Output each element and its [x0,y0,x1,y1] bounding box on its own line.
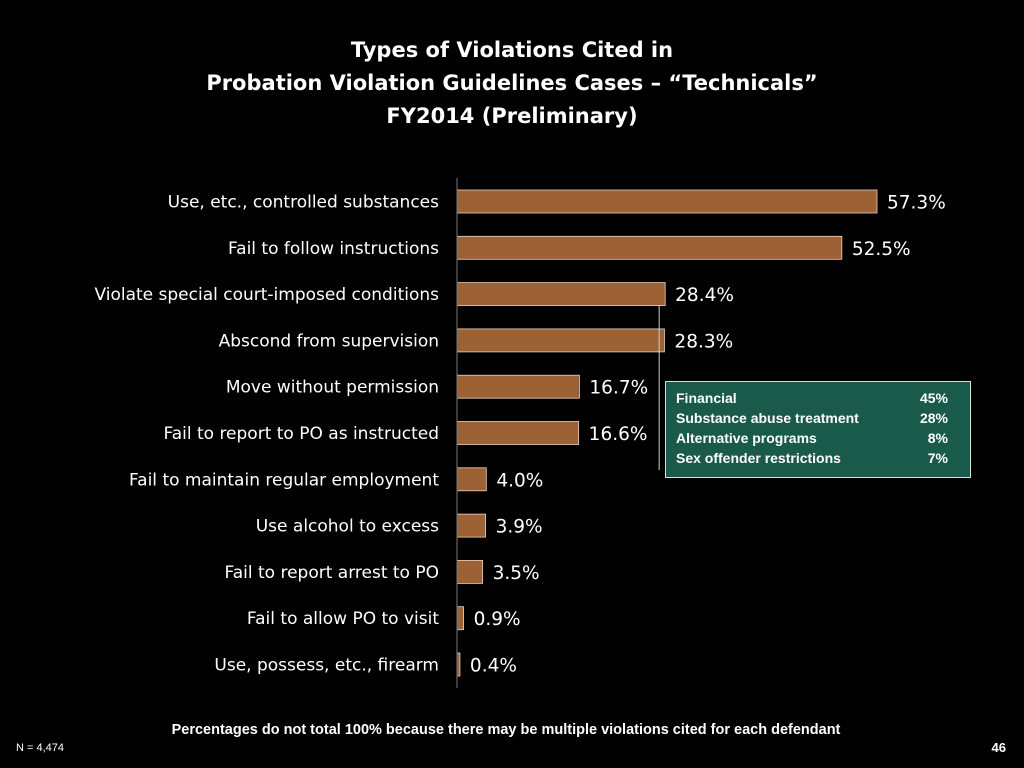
bar [456,467,487,492]
category-label: Move without permission [226,378,439,398]
bar [456,513,486,538]
callout-label: Alternative programs [676,430,817,446]
category-label: Use, etc., controlled substances [168,193,439,213]
value-label: 16.7% [589,378,648,399]
category-label: Fail to maintain regular employment [129,470,439,490]
footnote: Percentages do not total 100% because th… [171,722,841,738]
chart-title: Types of Violations Cited in Probation V… [0,34,1024,133]
value-label: 57.3% [887,193,946,214]
callout-label: Sex offender restrictions [676,450,841,466]
callout-row: Financial 45% [676,388,948,408]
title-line-2: Probation Violation Guidelines Cases – “… [206,71,818,95]
category-label: Fail to follow instructions [228,239,439,259]
value-label: 3.5% [493,563,540,584]
page-number: 46 [991,740,1006,755]
sample-size-label: N = 4,474 [16,742,65,754]
callout-value: 8% [927,430,948,446]
callout-row: Substance abuse treatment 28% [676,408,948,428]
value-label: 16.6% [589,424,648,445]
category-label: Use alcohol to excess [256,517,439,537]
bar [456,282,666,307]
bar [456,606,464,631]
value-label: 0.9% [474,609,521,630]
callout-label: Financial [676,390,737,406]
subcategory-callout-box: Financial 45% Substance abuse treatment … [665,381,971,478]
value-label: 52.5% [852,239,911,260]
value-label: 4.0% [496,470,543,491]
callout-row: Sex offender restrictions 7% [676,448,948,468]
callout-value: 45% [919,390,948,406]
category-label: Violate special court-imposed conditions [94,285,439,305]
title-line-1: Types of Violations Cited in [350,38,674,62]
bar [456,421,580,445]
category-label: Use, possess, etc., firearm [214,656,439,676]
bar [456,374,580,399]
title-line-3: FY2014 (Preliminary) [386,104,638,128]
category-label: Fail to allow PO to visit [247,609,439,629]
value-label: 28.3% [674,331,733,352]
callout-value: 7% [927,450,948,466]
bar [456,560,484,584]
value-label: 0.4% [470,656,517,677]
category-label: Fail to report to PO as instructed [163,424,439,444]
bar [456,189,878,214]
category-label: Fail to report arrest to PO [225,563,440,583]
bar [456,328,665,353]
callout-label: Substance abuse treatment [676,410,859,426]
value-label: 28.4% [675,285,734,306]
callout-row: Alternative programs 8% [676,428,948,448]
category-label: Abscond from supervision [219,331,439,351]
callout-value: 28% [919,410,948,426]
bar [456,235,843,260]
value-label: 3.9% [496,517,543,538]
